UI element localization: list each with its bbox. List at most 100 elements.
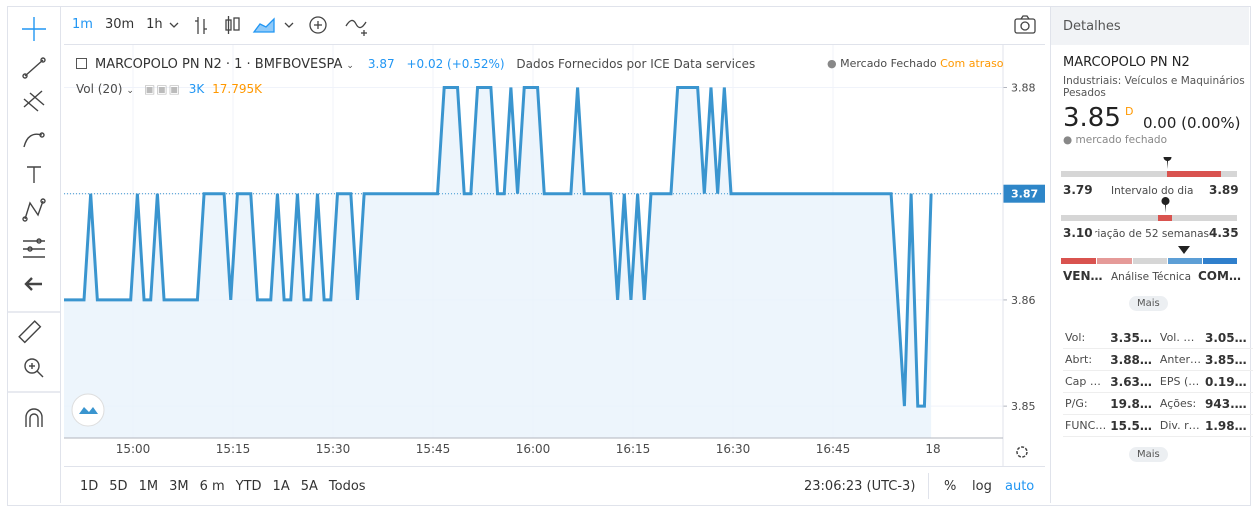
range-button[interactable]: 3M <box>169 479 189 494</box>
x-tick-label: 15:30 <box>316 442 351 456</box>
fib-icon[interactable] <box>23 90 45 112</box>
interval-button[interactable]: 1h <box>146 17 163 32</box>
detail-price: 3.85 <box>1063 103 1121 133</box>
indicators-icon[interactable] <box>309 16 327 34</box>
x-tick-label: 16:00 <box>516 442 551 456</box>
zoom-icon[interactable] <box>24 358 44 378</box>
area-icon[interactable] <box>252 17 275 33</box>
ruler-icon[interactable] <box>18 320 42 344</box>
legend-symbol[interactable]: MARCOPOLO PN N2 · 1 · BMFBOVESPA <box>95 57 343 72</box>
day-high: 3.89 <box>1209 183 1239 197</box>
x-tick-label: 16:15 <box>616 442 651 456</box>
volume-value: 3K <box>188 82 205 96</box>
stat-label: FUNC… <box>1063 414 1109 437</box>
stat-value: 943.… <box>1203 392 1253 415</box>
candles-icon[interactable] <box>225 16 240 34</box>
logo-button[interactable] <box>71 393 105 427</box>
frame <box>7 6 1251 506</box>
style-dropdown[interactable] <box>284 22 294 28</box>
crosshair-icon[interactable] <box>22 17 46 41</box>
compare-icon[interactable] <box>345 19 367 36</box>
last-price-label: 3.87 <box>1011 188 1038 201</box>
detail-symbol: MARCOPOLO PN N2 <box>1063 55 1190 70</box>
delay-text: Com atraso <box>940 57 1004 70</box>
volume-legend: Vol (20) ⌄ ▣▣▣ 3K 17.795K <box>76 82 262 96</box>
stats-row: Abrt: 3.88… Anter… 3.85… <box>1063 348 1253 371</box>
detail-status: ● mercado fechado <box>1063 134 1168 146</box>
y-tick-label: 3.85 <box>1011 400 1036 413</box>
y-tick-label: 3.86 <box>1011 294 1036 307</box>
toolbar-divider <box>64 44 1045 45</box>
stat-label: Cap … <box>1063 370 1109 393</box>
range-button[interactable]: Todos <box>328 479 366 494</box>
more-button[interactable]: Mais <box>1129 447 1168 462</box>
bars-icon[interactable] <box>195 17 207 34</box>
stats-row: Vol: 3.35… Vol. … 3.05… <box>1063 327 1253 349</box>
clock: 23:06:23 (UTC-3) <box>804 479 916 494</box>
x-tick-label: 16:30 <box>716 442 751 456</box>
percent-toggle[interactable]: % <box>944 479 957 494</box>
technical-buy: COM… <box>1198 269 1241 283</box>
stats-row: FUNC… 15.5… Div. r… 1.98… <box>1063 414 1253 437</box>
brush-icon[interactable] <box>23 132 45 148</box>
auto-toggle[interactable]: auto <box>1005 479 1035 494</box>
text-icon[interactable] <box>27 166 41 183</box>
bottom-divider <box>928 473 929 499</box>
stat-value: 19.8… <box>1108 392 1158 415</box>
day-range-label: Intervalo do dia <box>1111 185 1194 197</box>
year-high: 4.35 <box>1209 226 1239 240</box>
range-button[interactable]: 6 m <box>199 479 225 494</box>
range-button[interactable]: 5D <box>109 479 128 494</box>
y-tick-label: 3.88 <box>1011 81 1036 94</box>
year-low: 3.10 <box>1063 226 1093 240</box>
trend-line-icon[interactable] <box>22 57 46 79</box>
bottom-bar: 1D 5D 1M 3M 6 m YTD 1A 5A Todos 23:06:23 (UTC-3)… <box>64 466 1045 505</box>
settings-icon[interactable] <box>1016 446 1028 458</box>
legend-change: +0.02 (+0.52%) <box>406 57 505 71</box>
detail-change: 0.00 (0.00%) <box>1143 114 1241 132</box>
stat-label: Anter… <box>1157 348 1204 371</box>
range-group: 1D 5D 1M 3M 6 m YTD 1A 5A Todos <box>80 479 377 494</box>
magnet-icon[interactable] <box>25 408 43 427</box>
legend-price: 3.87 <box>367 57 395 71</box>
range-button[interactable]: 1M <box>138 479 159 494</box>
panel-header: Detalhes <box>1051 7 1249 45</box>
range-button[interactable]: 1A <box>272 479 290 494</box>
x-tick-label: 15:15 <box>216 442 251 456</box>
market-status: ● Mercado Fechado Com atraso <box>827 57 1004 70</box>
stat-value: 3.85… <box>1203 348 1253 371</box>
drawing-icons <box>8 17 60 427</box>
stats-row: Cap … 3.63… EPS (… 0.19… <box>1063 370 1253 393</box>
interval-button[interactable]: 1m <box>72 17 93 32</box>
volume-label[interactable]: Vol (20) <box>76 82 123 96</box>
more-button[interactable]: Mais <box>1129 296 1168 311</box>
range-button[interactable]: YTD <box>235 479 262 494</box>
stat-label: EPS (… <box>1157 370 1204 393</box>
range-button[interactable]: 5A <box>300 479 318 494</box>
last-price-box <box>1003 184 1045 203</box>
panel-title: Detalhes <box>1063 19 1121 34</box>
interval-dropdown[interactable] <box>169 22 179 28</box>
day-low: 3.79 <box>1063 183 1093 197</box>
stat-label: Vol: <box>1063 327 1109 349</box>
volume-average: 17.795K <box>212 82 262 96</box>
interval-group: 1m 30m 1h <box>72 17 175 32</box>
stat-label: Ações: <box>1157 392 1204 415</box>
prediction-icon[interactable] <box>23 238 45 258</box>
collapse-box[interactable] <box>76 58 87 69</box>
price-area <box>64 87 932 439</box>
stat-value: 3.05… <box>1203 327 1253 349</box>
range-bars <box>1061 157 1237 264</box>
x-tick-label: 15:00 <box>116 442 151 456</box>
toolbar-icons <box>169 16 367 36</box>
details-panel: Detalhes MARCOPOLO PN N2 Industriais: Ve… <box>1050 7 1253 503</box>
log-toggle[interactable]: log <box>972 479 992 494</box>
x-tick-label: 16:45 <box>816 442 851 456</box>
interval-button[interactable]: 30m <box>104 17 135 32</box>
range-button[interactable]: 1D <box>80 479 99 494</box>
back-icon[interactable] <box>24 277 42 291</box>
pattern-icon[interactable] <box>22 198 46 222</box>
detail-sector: Industriais: Veículos e Maquinários Pesa… <box>1063 75 1245 99</box>
snapshot-icon[interactable] <box>1013 14 1037 36</box>
stat-value: 3.88… <box>1108 348 1158 371</box>
